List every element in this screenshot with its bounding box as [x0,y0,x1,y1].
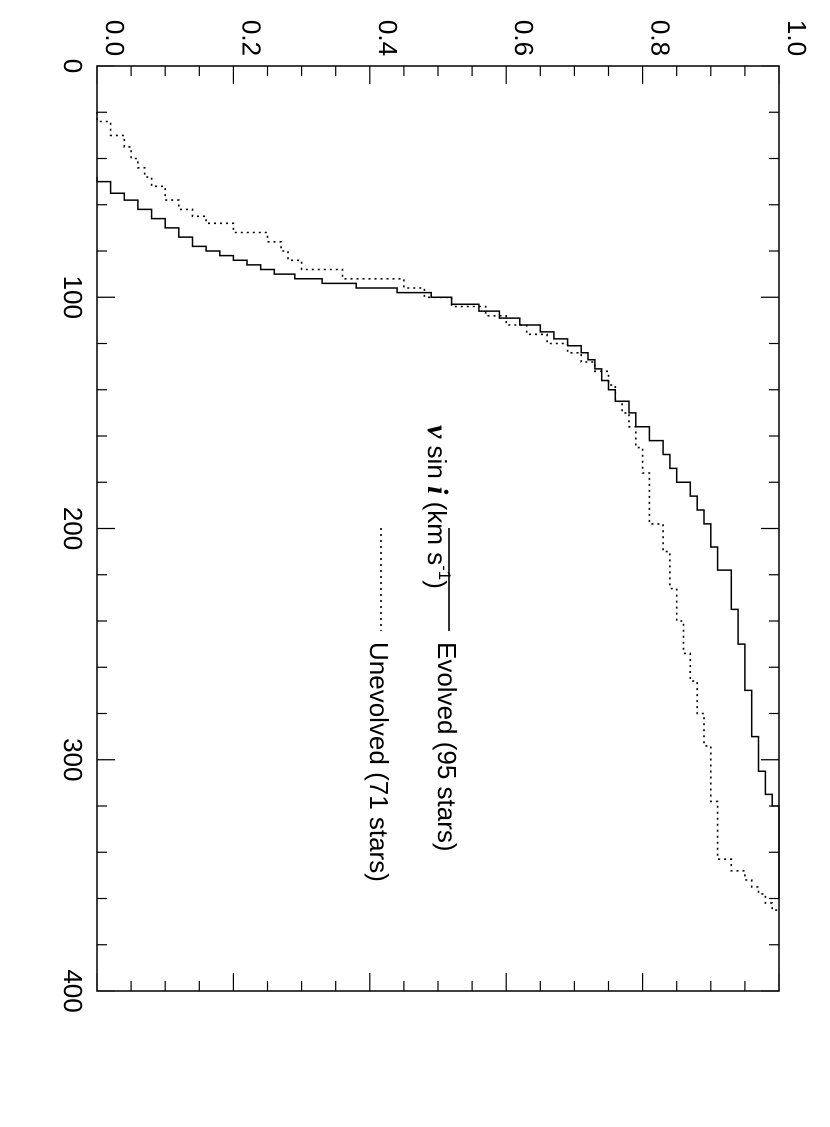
x-tick-label: 400 [58,969,88,1012]
tick-marks [96,65,780,992]
y-tick-label: 0.6 [509,20,539,56]
x-tick-label: 100 [58,276,88,319]
x-tick-label: 0 [58,59,88,73]
x-axis-label-unit: (km s [422,494,452,565]
legend-label-unevolved: Unevolved (71 stars) [364,642,394,882]
series-evolved-line [96,177,780,899]
x-axis-label-close: ) [422,580,452,589]
y-tick-label: 0.8 [646,20,676,56]
y-tick-label: 0.0 [100,20,130,56]
y-tick-label: 0.2 [236,20,266,56]
y-tick-label: 1.0 [782,20,812,56]
x-tick-label: 300 [58,738,88,781]
x-tick-label: 200 [58,507,88,550]
x-axis-label: v sin i (km s-1) [421,425,454,589]
legend-label-evolved: Evolved (95 stars) [432,642,462,852]
x-axis-label-i: i [421,486,454,495]
tick-labels: 0 100 200 300 400 0.0 0.2 0.4 0.6 0.8 1.0 [58,20,812,1013]
series-layer [96,112,780,911]
x-axis-label-sin: sin [422,438,452,486]
y-tick-label: 0.4 [373,20,403,56]
series-unevolved-line [96,112,779,911]
legend: Evolved (95 stars) Unevolved (71 stars) [364,528,462,882]
x-axis-label-v: v [421,425,454,439]
x-axis-label-sup: -1 [435,565,454,580]
